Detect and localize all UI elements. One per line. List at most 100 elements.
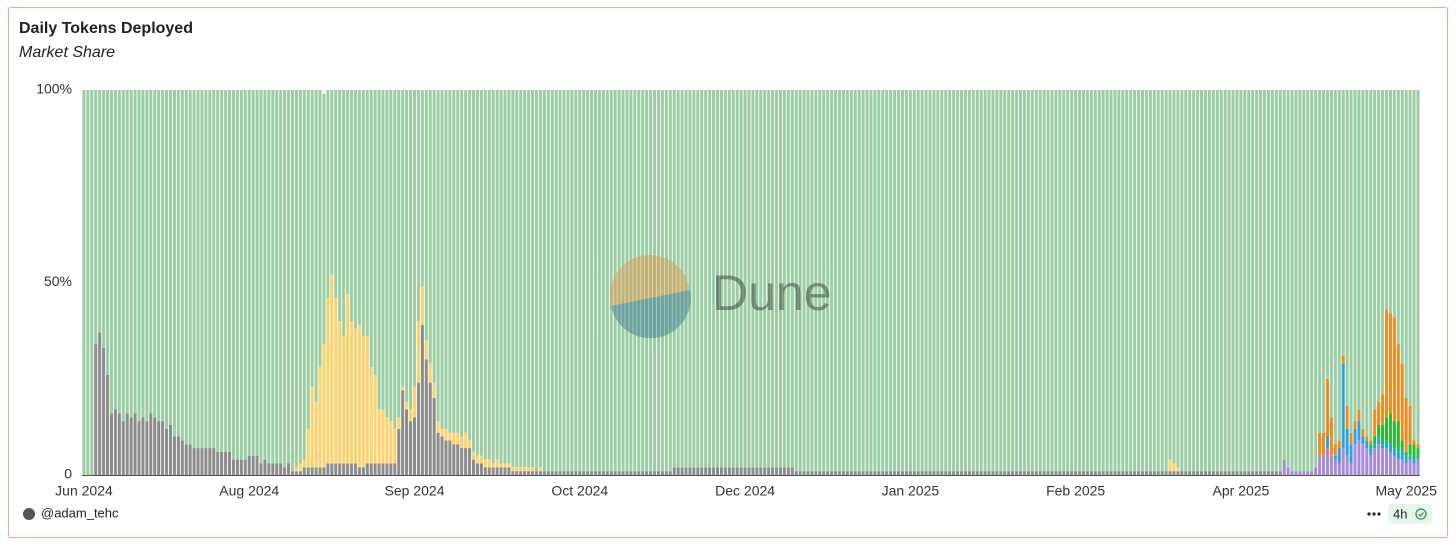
bar-segment	[1400, 459, 1404, 475]
bar-segment	[554, 90, 558, 472]
bar-segment	[342, 90, 346, 337]
bar-segment	[1396, 451, 1400, 460]
bar-segment	[94, 344, 98, 475]
bar-segment	[747, 467, 751, 475]
bar-segment	[649, 90, 653, 472]
bar-segment	[117, 413, 121, 475]
bar-segment	[1365, 448, 1369, 475]
bar-segment	[350, 90, 354, 321]
bar-segment	[1231, 471, 1235, 475]
bar-segment	[1081, 90, 1085, 472]
bar-segment	[302, 459, 306, 468]
bar-segment	[334, 90, 338, 298]
bar-segment	[983, 90, 987, 472]
bar-segment	[542, 471, 546, 475]
bar-segment	[1274, 471, 1278, 475]
bar-segment	[188, 90, 192, 445]
bar-segment	[920, 471, 924, 475]
bar-segment	[389, 421, 393, 464]
bar-segment	[1034, 471, 1038, 475]
bar-segment	[727, 90, 731, 468]
bar-segment	[1314, 467, 1318, 475]
bar-segment	[235, 90, 239, 460]
bar-segment	[1361, 444, 1365, 475]
bar-segment	[436, 421, 440, 433]
bar-segment	[1215, 90, 1219, 472]
bar-segment	[1215, 471, 1219, 475]
bar-segment	[1192, 471, 1196, 475]
bar-segment	[133, 413, 137, 475]
bar-segment	[1259, 471, 1263, 475]
bar-segment	[1105, 471, 1109, 475]
bar-segment	[1089, 471, 1093, 475]
bar-segment	[444, 428, 448, 441]
bar-segment	[625, 471, 629, 475]
bar-segment	[1377, 436, 1381, 445]
bar-segment	[251, 90, 255, 456]
bar-segment	[109, 413, 113, 475]
bar-segment	[920, 90, 924, 472]
bar-segment	[1105, 90, 1109, 472]
bar-segment	[916, 471, 920, 475]
bar-segment	[1219, 471, 1223, 475]
bar-segment	[1377, 424, 1381, 437]
bar-segment	[117, 90, 121, 414]
bar-segment	[558, 471, 562, 475]
x-tick-label: Apr 2025	[1213, 483, 1270, 499]
bar-segment	[790, 467, 794, 475]
bar-segment	[676, 90, 680, 468]
author[interactable]: @adam_tehc	[41, 505, 119, 520]
bar-segment	[1168, 471, 1172, 475]
bar-segment	[1046, 90, 1050, 472]
bar-segment	[912, 471, 916, 475]
y-tick-label: 100%	[36, 81, 72, 97]
bar-segment	[715, 90, 720, 468]
bar-segment	[290, 90, 295, 472]
bar-segment	[719, 467, 723, 475]
bar-segment	[172, 436, 176, 475]
bar-segment	[841, 471, 845, 475]
bar-segment	[684, 467, 688, 475]
more-menu[interactable]	[1367, 512, 1381, 516]
bar-segment	[1156, 471, 1160, 475]
bar-segment	[365, 463, 369, 475]
bar-segment	[1396, 344, 1400, 422]
bar-segment	[1341, 363, 1345, 449]
bar-segment	[656, 90, 660, 472]
bar-segment	[231, 90, 235, 460]
bar-segment	[491, 463, 495, 468]
bar-segment	[1125, 471, 1129, 475]
bar-segment	[1003, 90, 1007, 472]
bar-segment	[1074, 90, 1078, 472]
bar-segment	[893, 471, 897, 475]
bar-segment	[1365, 440, 1369, 449]
bar-segment	[928, 471, 932, 475]
bar-segment	[731, 467, 735, 475]
bar-segment	[377, 409, 381, 464]
bar-segment	[314, 401, 318, 468]
bar-segment	[755, 90, 759, 468]
x-tick-label: Oct 2024	[551, 483, 608, 499]
bar-segment	[1388, 413, 1392, 445]
bar-segment	[767, 467, 771, 475]
bar-segment	[1251, 471, 1255, 475]
bar-segment	[389, 90, 393, 422]
bar-segment	[1180, 471, 1184, 475]
bar-segment	[735, 467, 739, 475]
bar-segment	[310, 90, 314, 387]
bar-segment	[1223, 90, 1227, 472]
bar-segment	[279, 463, 283, 475]
bar-segment	[1412, 444, 1416, 460]
bar-segment	[893, 90, 897, 472]
bar-segment	[818, 90, 822, 472]
bar-segment	[1168, 90, 1172, 460]
bar-segment	[1085, 471, 1089, 475]
bar-segment	[562, 90, 566, 472]
bar-segment	[456, 90, 460, 433]
bar-segment	[523, 467, 527, 472]
bar-segment	[511, 471, 515, 475]
bar-segment	[782, 90, 786, 468]
bar-segment	[267, 463, 271, 475]
bar-segment	[503, 463, 507, 468]
dot	[1372, 512, 1376, 516]
